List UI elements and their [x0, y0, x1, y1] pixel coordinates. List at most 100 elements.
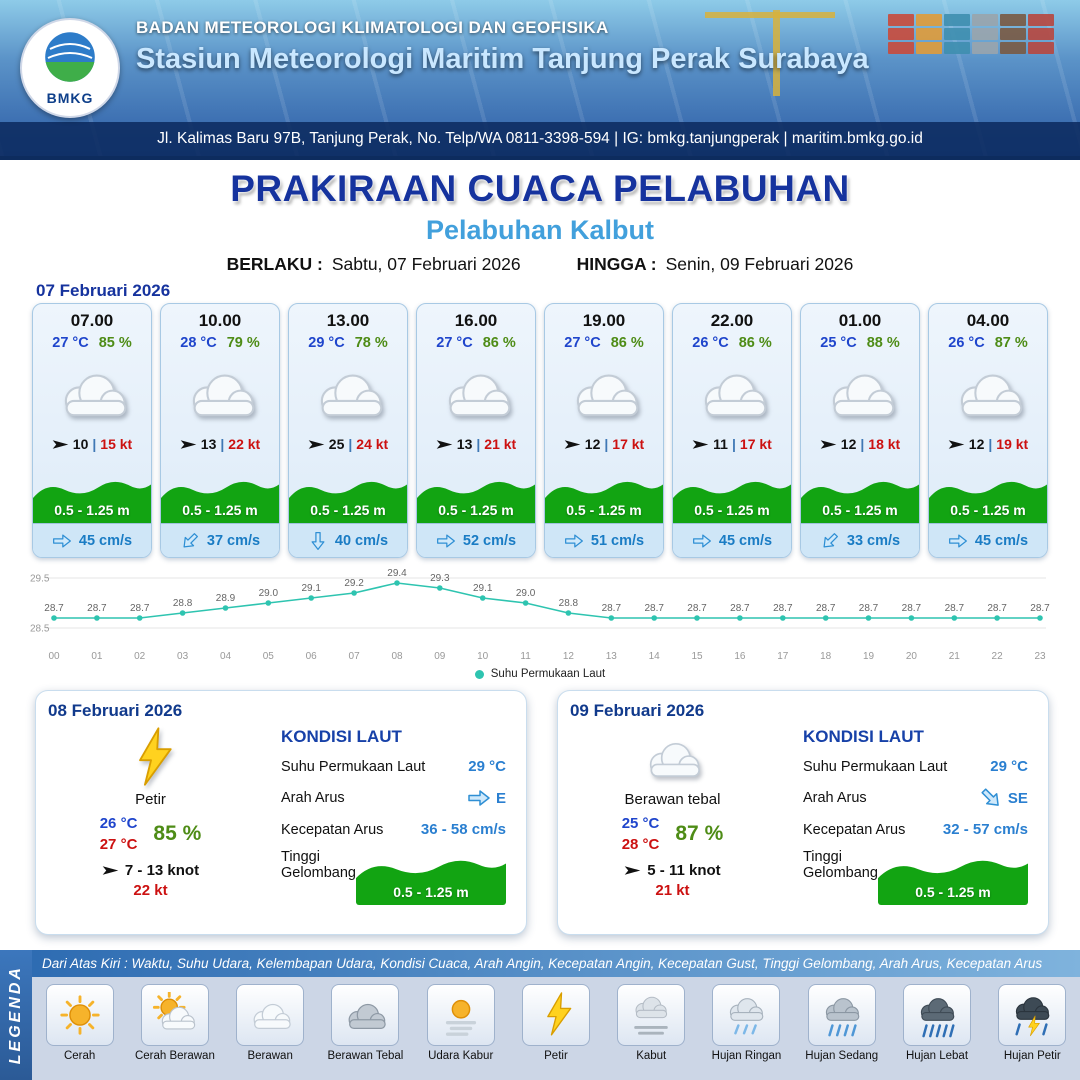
legend-ribbon: LEGENDA: [0, 950, 32, 1080]
wave-band: 0.5 - 1.25 m: [929, 471, 1047, 523]
current-row: 45 cm/s: [673, 523, 791, 557]
air-temp: 27 °C: [436, 335, 473, 351]
humidity: 87 %: [994, 335, 1028, 351]
legend-item-label: Hujan Petir: [1003, 1050, 1061, 1062]
humidity: 86 %: [738, 335, 772, 351]
current-row: 33 cm/s: [801, 523, 919, 557]
svg-text:14: 14: [649, 651, 661, 662]
svg-text:12: 12: [563, 651, 575, 662]
forecast-card: 19.00 27 °C 86 % 12 | 17 kt 0.5 - 1.25 m…: [544, 303, 664, 558]
wind-speed: 25: [328, 436, 345, 452]
legend-weather-icon: [533, 992, 579, 1038]
legend-weather-icon: [628, 992, 674, 1038]
legend-item-label: Hujan Ringan: [711, 1050, 782, 1062]
svg-text:28.7: 28.7: [1030, 603, 1050, 614]
time-label: 19.00: [582, 311, 626, 330]
wave-height: 0.5 - 1.25 m: [438, 502, 514, 518]
svg-text:04: 04: [220, 651, 232, 662]
svg-text:21: 21: [949, 651, 961, 662]
svg-text:00: 00: [48, 651, 60, 662]
wind-direction-icon: [180, 436, 197, 453]
wind-speed: 11: [713, 436, 728, 452]
separator: |: [220, 436, 225, 452]
svg-text:28.7: 28.7: [730, 603, 750, 614]
wind-direction-icon: [948, 436, 965, 453]
wave-band: 0.5 - 1.25 m: [673, 471, 791, 523]
time-label: 13.00: [326, 311, 370, 330]
current-direction-icon: [308, 531, 328, 551]
wind-direction-icon: [436, 436, 453, 453]
wind-speed: 12: [840, 436, 857, 452]
wind-direction-icon: [52, 436, 69, 453]
day-weather-panel: Berawan tebal 25 °C 28 °C 87 % 5 - 11 kn…: [570, 725, 775, 924]
wave-shape: [161, 471, 279, 523]
svg-text:29.1: 29.1: [473, 583, 493, 594]
gust-speed: 15 kt: [100, 436, 133, 452]
current-row: 45 cm/s: [33, 523, 151, 557]
current-speed: 52 cm/s: [462, 532, 517, 549]
legend-item: Kabut: [606, 984, 696, 1063]
wave-shape: [33, 471, 151, 523]
svg-text:18: 18: [820, 651, 832, 662]
legend-tile: [807, 984, 876, 1046]
address-line: Jl. Kalimas Baru 97B, Tanjung Perak, No.…: [157, 130, 923, 147]
current-row: 45 cm/s: [929, 523, 1047, 557]
temp-min: 25 °C: [621, 815, 660, 832]
chart-legend-marker: [474, 669, 484, 679]
wind-row: 10 | 15 kt: [33, 431, 151, 457]
forecast-card: 22.00 26 °C 86 % 11 | 17 kt 0.5 - 1.25 m…: [672, 303, 792, 558]
wave-shape: [289, 471, 407, 523]
legend-item: Cerah Berawan: [130, 984, 220, 1063]
legend-weather-icon: [57, 992, 103, 1038]
legend-item: Berawan Tebal: [320, 984, 410, 1063]
wind-row: 13 | 22 kt: [161, 431, 279, 457]
legend-tile: [45, 984, 114, 1046]
separator: |: [731, 436, 736, 452]
sst-value: 29 °C: [468, 758, 506, 775]
separator: |: [604, 436, 609, 452]
crane-icon: [705, 12, 835, 18]
svg-text:01: 01: [91, 651, 103, 662]
day-wind-range: 5 - 11 knot: [647, 862, 721, 879]
wave-band: 0.5 - 1.25 m: [289, 471, 407, 523]
svg-text:05: 05: [263, 651, 275, 662]
forecast-card: 04.00 26 °C 87 % 12 | 19 kt 0.5 - 1.25 m…: [928, 303, 1048, 558]
legend-item-label: Berawan: [247, 1050, 293, 1062]
svg-text:28.7: 28.7: [687, 603, 707, 614]
legend-item-label: Petir: [544, 1050, 568, 1062]
wave-band: 0.5 - 1.25 m: [161, 471, 279, 523]
wind-row: 12 | 18 kt: [801, 431, 919, 457]
weather-icon: [801, 355, 919, 431]
day-gust: 22 kt: [133, 882, 168, 899]
wave-shape: [417, 471, 535, 523]
svg-text:28.7: 28.7: [987, 603, 1007, 614]
svg-text:28.7: 28.7: [602, 603, 622, 614]
wave-box: 0.5 - 1.25 m: [877, 849, 1028, 905]
svg-text:29.5: 29.5: [30, 574, 50, 585]
air-temp: 25 °C: [820, 335, 857, 351]
legend-tile: [331, 984, 400, 1046]
wave-height-value: 0.5 - 1.25 m: [393, 884, 469, 900]
wind-row: 12 | 17 kt: [545, 431, 663, 457]
current-speed-label: Kecepatan Arus: [802, 821, 906, 838]
legend-section: LEGENDA Dari Atas Kiri : Waktu, Suhu Uda…: [0, 950, 1080, 1080]
sea-conditions-panel: KONDISI LAUT Suhu Permukaan Laut 29 °C A…: [253, 725, 510, 924]
svg-text:28.7: 28.7: [644, 603, 664, 614]
svg-text:29.4: 29.4: [387, 568, 407, 579]
legend-item-label: Hujan Lebat: [906, 1050, 969, 1062]
valid-until-value: Senin, 09 Februari 2026: [665, 254, 854, 274]
current-direction-icon: [176, 526, 204, 554]
day-gust: 21 kt: [655, 882, 690, 899]
forecast-card: 07.00 27 °C 85 % 10 | 15 kt 0.5 - 1.25 m…: [32, 303, 152, 558]
current-speed: 40 cm/s: [334, 532, 389, 549]
current-speed: 33 cm/s: [846, 532, 901, 549]
container-stack-illustration: [888, 14, 1054, 54]
wave-shape: [355, 849, 506, 905]
current-row: 52 cm/s: [417, 523, 535, 557]
wave-box: 0.5 - 1.25 m: [355, 849, 506, 905]
time-label: 01.00: [838, 311, 882, 330]
wave-shape: [545, 471, 663, 523]
weather-icon: [289, 355, 407, 431]
day-humidity: 87 %: [675, 822, 724, 845]
